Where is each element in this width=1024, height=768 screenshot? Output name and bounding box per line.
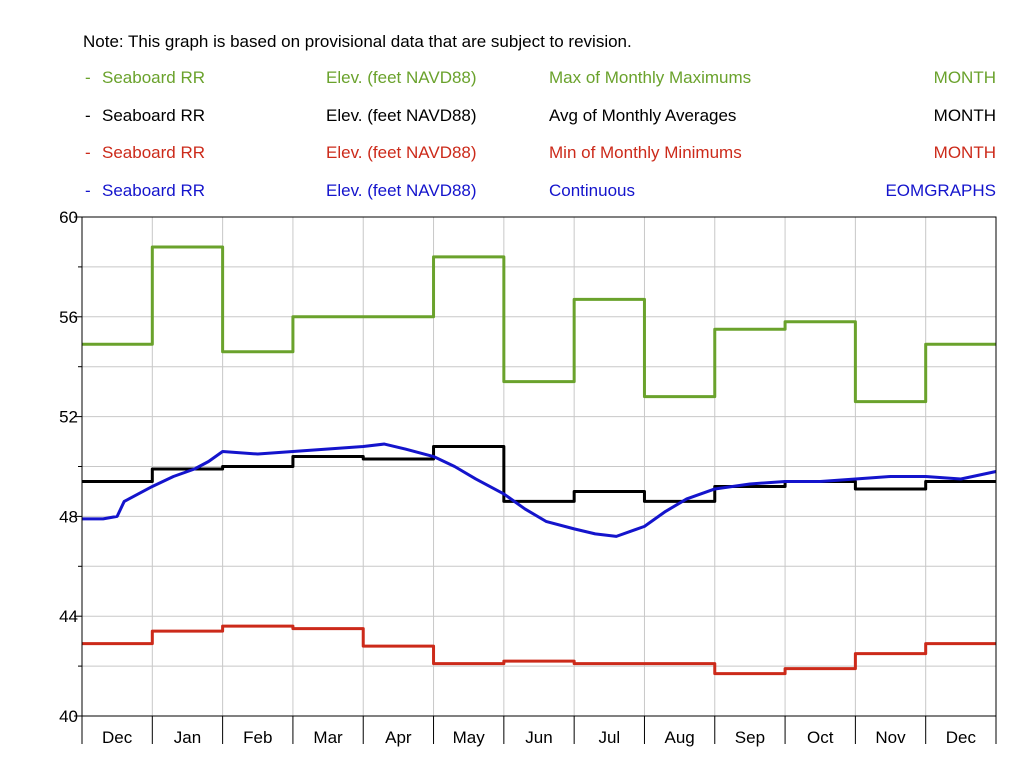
- series-avg-of-monthly-averages-line: [82, 445, 996, 503]
- series-continuous-line: [82, 442, 997, 538]
- legend-row-min: - Seaboard RR Elev. (feet NAVD88) Min of…: [0, 143, 1024, 167]
- legend-marker: -: [85, 143, 91, 162]
- legend-location: Seaboard RR: [102, 68, 206, 87]
- legend-statistic: Avg of Monthly Averages: [549, 106, 737, 125]
- legend-interval: MONTH: [933, 68, 996, 87]
- x-tick-label: Apr: [385, 728, 412, 747]
- legend-location: Seaboard RR: [102, 106, 206, 125]
- x-tick-label: Oct: [807, 728, 834, 747]
- legend-row-avg: - Seaboard RR Elev. (feet NAVD88) Avg of…: [0, 106, 1024, 130]
- legend-location: Seaboard RR: [102, 143, 206, 162]
- y-tick-label: 52: [59, 408, 78, 427]
- y-tick-label: 48: [59, 507, 78, 526]
- series-max-of-monthly-maximums-line: [82, 245, 996, 404]
- x-tick-label: Feb: [243, 728, 272, 747]
- x-tick-label: Dec: [102, 728, 133, 747]
- y-tick-label: 56: [59, 308, 78, 327]
- x-tick-label: Jun: [525, 728, 552, 747]
- legend-interval: MONTH: [933, 143, 996, 162]
- x-tick-label: Jan: [174, 728, 201, 747]
- grid-lines: [74, 216, 997, 744]
- legend-statistic: Continuous: [549, 181, 636, 200]
- x-tick-label: Aug: [664, 728, 694, 747]
- axis-labels: 60 56 52 48 44 40 Dec Jan Feb Mar Apr May Jun Jul Aug S…: [59, 208, 976, 747]
- series-lines: [82, 245, 997, 676]
- series-min-of-monthly-minimums-line: [82, 624, 996, 676]
- legend-parameter: Elev. (feet NAVD88): [326, 68, 477, 87]
- x-tick-label: Mar: [313, 728, 343, 747]
- x-tick-label: Dec: [946, 728, 977, 747]
- legend-row-max: - Seaboard RR Elev. (feet NAVD88) Max of…: [0, 68, 1024, 92]
- legend-interval: MONTH: [933, 106, 996, 125]
- y-tick-label: 60: [59, 208, 78, 227]
- legend-parameter: Elev. (feet NAVD88): [326, 106, 477, 125]
- legend-interval: EOMGRAPHS: [885, 181, 996, 200]
- legend-parameter: Elev. (feet NAVD88): [326, 181, 477, 200]
- legend-location: Seaboard RR: [102, 181, 206, 200]
- x-tick-label: Nov: [875, 728, 906, 747]
- legend-row-continuous: - Seaboard RR Elev. (feet NAVD88) Contin…: [0, 181, 1024, 205]
- legend-marker: -: [85, 68, 91, 87]
- legend-marker: -: [85, 106, 91, 125]
- x-tick-label: Sep: [735, 728, 765, 747]
- provisional-note: Note: This graph is based on provisional…: [83, 32, 632, 51]
- plot-frame: [81, 216, 997, 717]
- y-tick-label: 40: [59, 707, 78, 726]
- x-tick-label: May: [453, 728, 486, 747]
- legend-marker: -: [85, 181, 91, 200]
- legend-parameter: Elev. (feet NAVD88): [326, 143, 477, 162]
- legend-statistic: Min of Monthly Minimums: [549, 143, 742, 162]
- legend-statistic: Max of Monthly Maximums: [549, 68, 752, 87]
- y-tick-label: 44: [59, 607, 78, 626]
- x-tick-label: Jul: [598, 728, 620, 747]
